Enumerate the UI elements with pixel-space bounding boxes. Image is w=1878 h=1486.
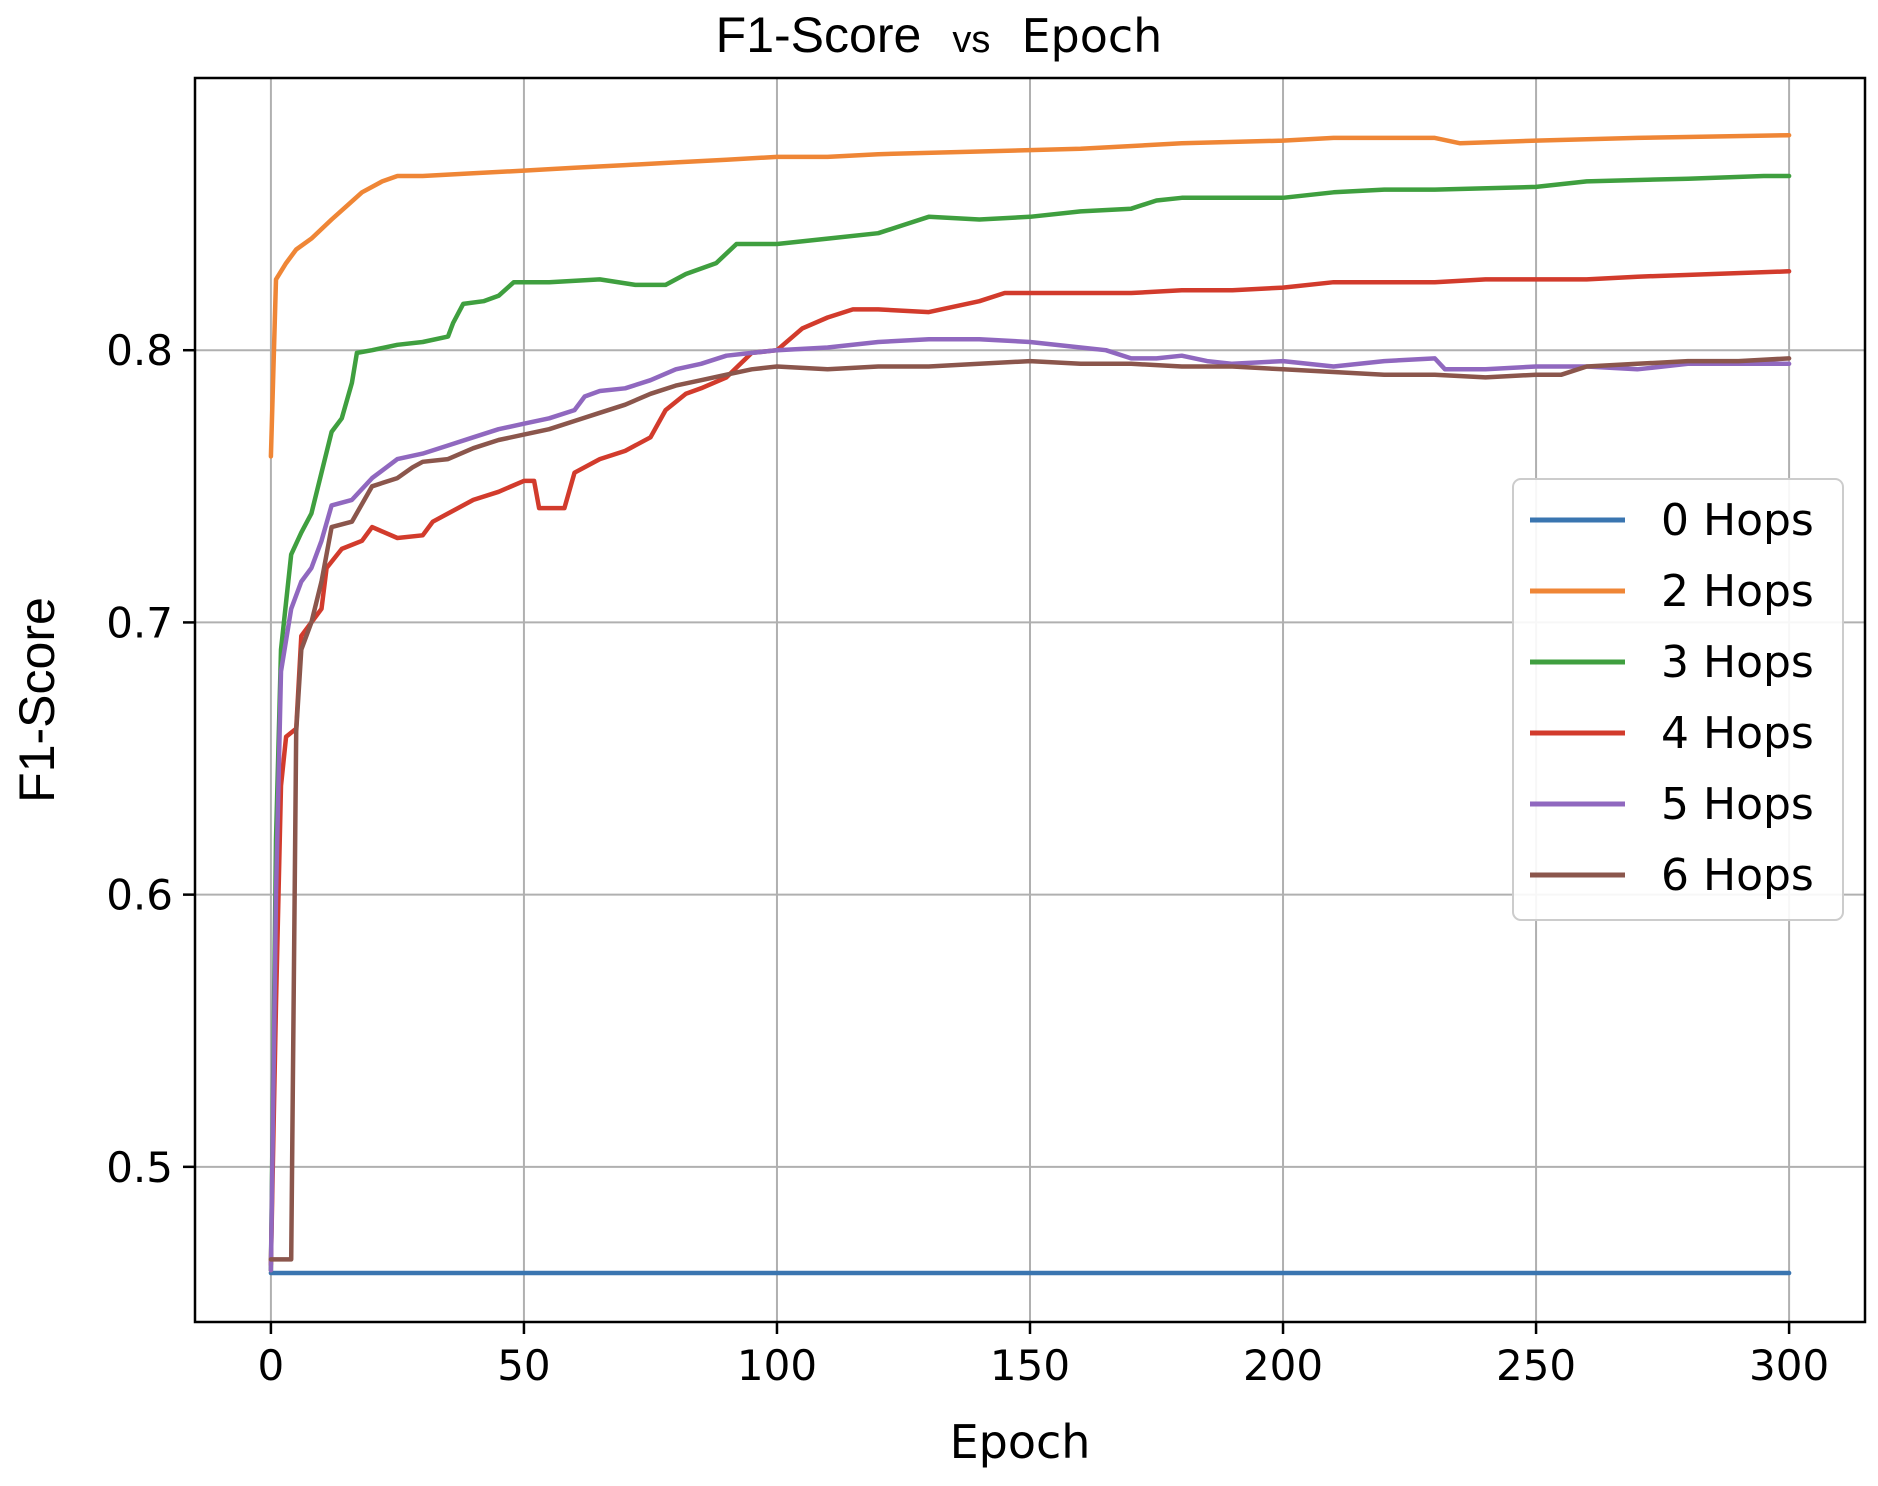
legend-label-0-hops: 0 Hops: [1661, 495, 1814, 546]
legend-label-2-hops: 2 Hops: [1661, 566, 1814, 617]
y-tick-label: 0.5: [106, 1143, 173, 1192]
title-part-f1-score: F1-Score: [716, 7, 922, 63]
x-tick-label: 100: [737, 1341, 817, 1390]
series-line-2-hops: [268, 132, 1792, 459]
axis-ticks: 0 50 100 150 200 250 300 0.5 0.6 0.7 0.8: [106, 326, 1829, 1390]
x-tick-label: 200: [1243, 1341, 1323, 1390]
chart-title: F1-Score vs Epoch: [716, 7, 1163, 63]
legend-label-6-hops: 6 Hops: [1661, 850, 1814, 901]
y-tick-label: 0.8: [106, 326, 173, 375]
legend: 0 Hops 2 Hops 3 Hops 4 Hops 5 Hops 6 Hops: [1512, 478, 1844, 921]
y-tick-label: 0.7: [106, 598, 173, 647]
y-axis-label: F1-Score: [9, 597, 65, 803]
legend-label-3-hops: 3 Hops: [1661, 637, 1814, 688]
series-line-4-hops: [268, 269, 1792, 1268]
x-tick-label: 0: [258, 1341, 285, 1390]
x-tick-label: 250: [1496, 1341, 1576, 1390]
title-part-vs: vs: [952, 19, 990, 61]
legend-label-4-hops: 4 Hops: [1661, 708, 1814, 759]
series-line-5-hops: [268, 337, 1792, 1273]
series-line-6-hops: [268, 356, 1792, 1262]
legend-label-5-hops: 5 Hops: [1661, 779, 1814, 830]
y-tick-label: 0.6: [106, 871, 173, 920]
series-line-3-hops: [268, 173, 1792, 1273]
series-lines: [268, 132, 1792, 1276]
title-part-epoch: Epoch: [1021, 9, 1162, 63]
x-tick-label: 300: [1749, 1341, 1829, 1390]
x-axis-label: Epoch: [950, 1415, 1091, 1469]
x-tick-label: 50: [497, 1341, 550, 1390]
x-tick-label: 150: [990, 1341, 1070, 1390]
